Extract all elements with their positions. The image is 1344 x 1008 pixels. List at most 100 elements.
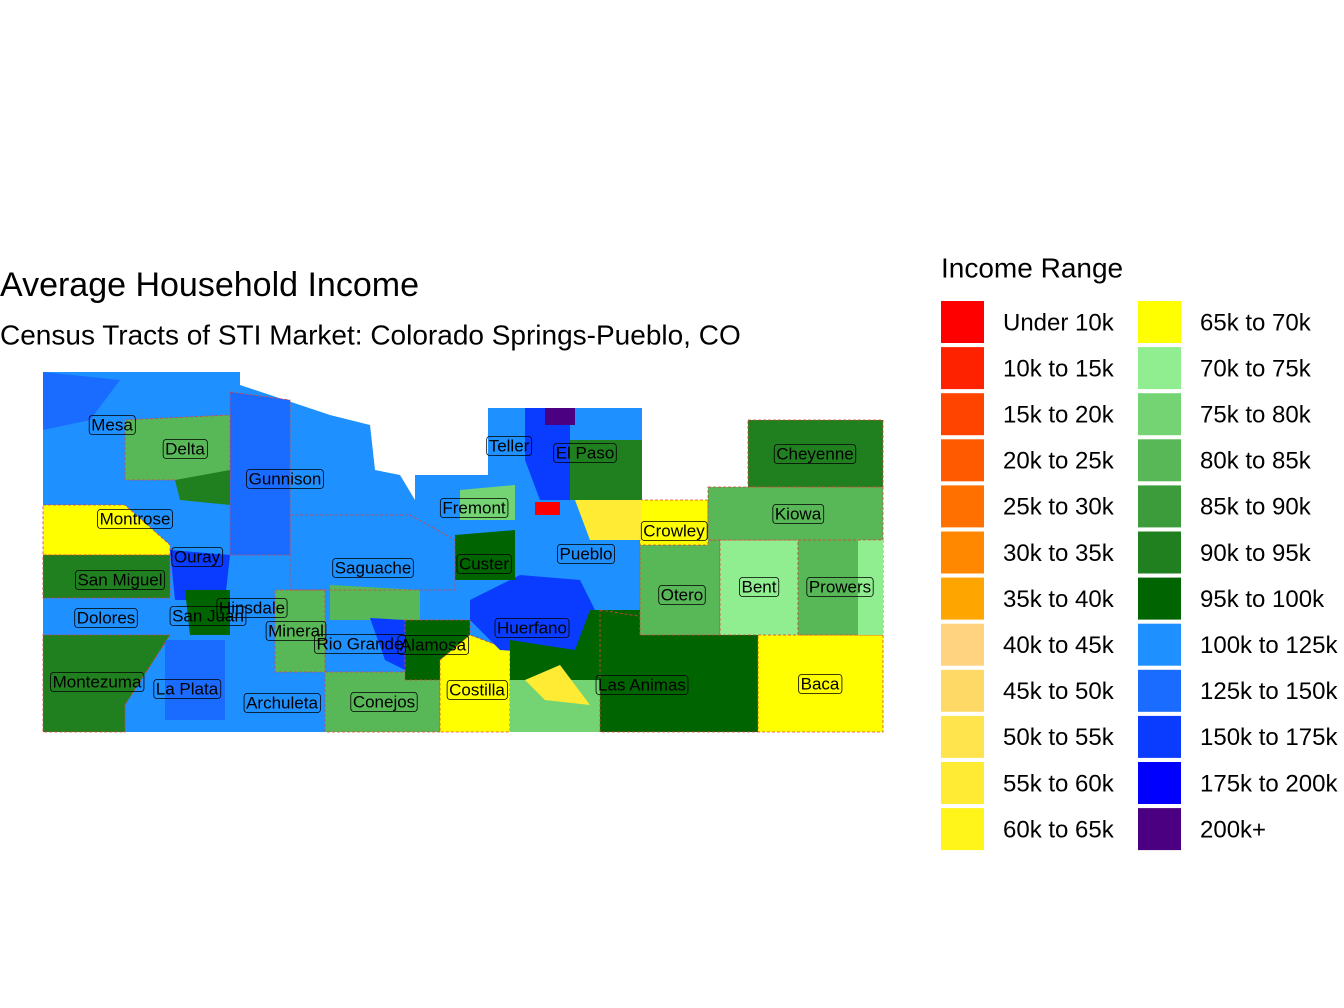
county-label: Montezuma [53,672,142,691]
county-label: Baca [801,674,840,693]
county-label: Fremont [442,498,506,517]
legend-label: 15k to 20k [1003,402,1115,429]
legend-label: 25k to 30k [1003,494,1115,521]
legend-swatch [1138,623,1181,666]
legend-swatch [941,762,984,804]
legend-title: Income Range [941,252,1123,283]
county-label: Hinsdale [219,598,285,617]
region [185,590,230,635]
county-label-box [557,544,615,564]
county-label-box [314,634,406,654]
region [370,618,405,670]
legend-label: 40k to 45k [1003,632,1115,659]
legend-label: 100k to 125k [1200,632,1338,659]
region [460,485,515,520]
region [470,575,595,655]
legend-swatch [1138,531,1181,574]
region [545,408,575,425]
legend-swatch [1138,439,1181,482]
legend-label: 10k to 15k [1003,355,1115,382]
legend-swatch [941,669,984,712]
region [575,500,642,540]
region [525,665,590,705]
legend-label: 80k to 85k [1200,448,1312,475]
legend-label: Under 10k [1003,309,1115,336]
legend-swatch [941,347,984,390]
county-label-box [494,618,570,638]
region [570,440,642,500]
county-label-box [456,554,512,574]
region [455,530,515,580]
legend-label: 35k to 40k [1003,586,1115,613]
legend-label: 85k to 90k [1200,494,1312,521]
county-label-box [74,608,138,628]
county-label-box [169,606,247,626]
legend-swatch [1138,393,1181,436]
county-border [289,514,456,591]
legend-label: 60k to 65k [1003,816,1115,843]
legend-swatch [941,531,984,574]
county-label: Bent [742,577,777,596]
legend-swatch [1138,669,1181,712]
legend-label: 30k to 35k [1003,540,1115,567]
legend-swatch [1138,808,1181,851]
county-label-box [446,680,508,700]
legend: Under 10k 10k to 15k 15k to 20k 20k to 25k 2… [941,301,1338,851]
legend-label: 65k to 70k [1200,309,1312,336]
county-label: Pueblo [560,544,613,563]
county-label-box [772,504,825,524]
region [43,372,120,430]
county-label-box [640,521,708,541]
region [747,419,884,488]
county-label: Archuleta [246,693,318,712]
county-label-box [153,679,222,699]
legend-swatch [1138,347,1181,390]
region [165,640,225,720]
county-label: Custer [459,554,509,573]
region [757,634,884,733]
county-label-box [739,577,780,597]
region [170,550,230,600]
county-label-box [350,692,418,712]
county-label-box [486,436,533,456]
county-label: Cheyenne [776,444,854,463]
county-label-box [798,674,843,694]
county-label: Gunnison [249,469,322,488]
region [42,554,171,599]
legend-swatch [941,485,984,528]
legend-swatch [941,393,984,436]
map [42,372,884,733]
legend-swatch [941,439,984,482]
county-label: El Paso [556,443,615,462]
legend-label: 90k to 95k [1200,540,1312,567]
legend-label: 55k to 60k [1003,770,1115,797]
county-label-box [50,672,145,692]
county-label: Prowers [809,577,871,596]
county-label: San Juan [172,606,244,625]
legend-swatch [941,301,984,343]
county-label-box [439,498,509,518]
county-label: Saguache [335,558,412,577]
county-label-box [265,621,327,641]
region [175,470,230,505]
legend-label: 70k to 75k [1200,355,1312,382]
legend-label: 200k+ [1200,816,1266,843]
county-label: Rio Grande [317,634,404,653]
legend-swatch [1138,301,1181,343]
region [525,408,570,500]
legend-label: 175k to 200k [1200,770,1338,797]
county-label-box [773,444,857,464]
legend-label: 20k to 25k [1003,448,1115,475]
county-label: La Plata [156,679,219,698]
legend-swatch [1138,762,1181,804]
legend-label: 125k to 150k [1200,678,1338,705]
legend-label: 45k to 50k [1003,678,1115,705]
county-label-box [88,415,136,435]
legend-swatch [941,577,984,620]
county-label-box [97,509,173,529]
county-label: Las Animas [598,675,686,694]
county-label: San Miguel [77,570,162,589]
legend-label: 50k to 55k [1003,724,1115,751]
